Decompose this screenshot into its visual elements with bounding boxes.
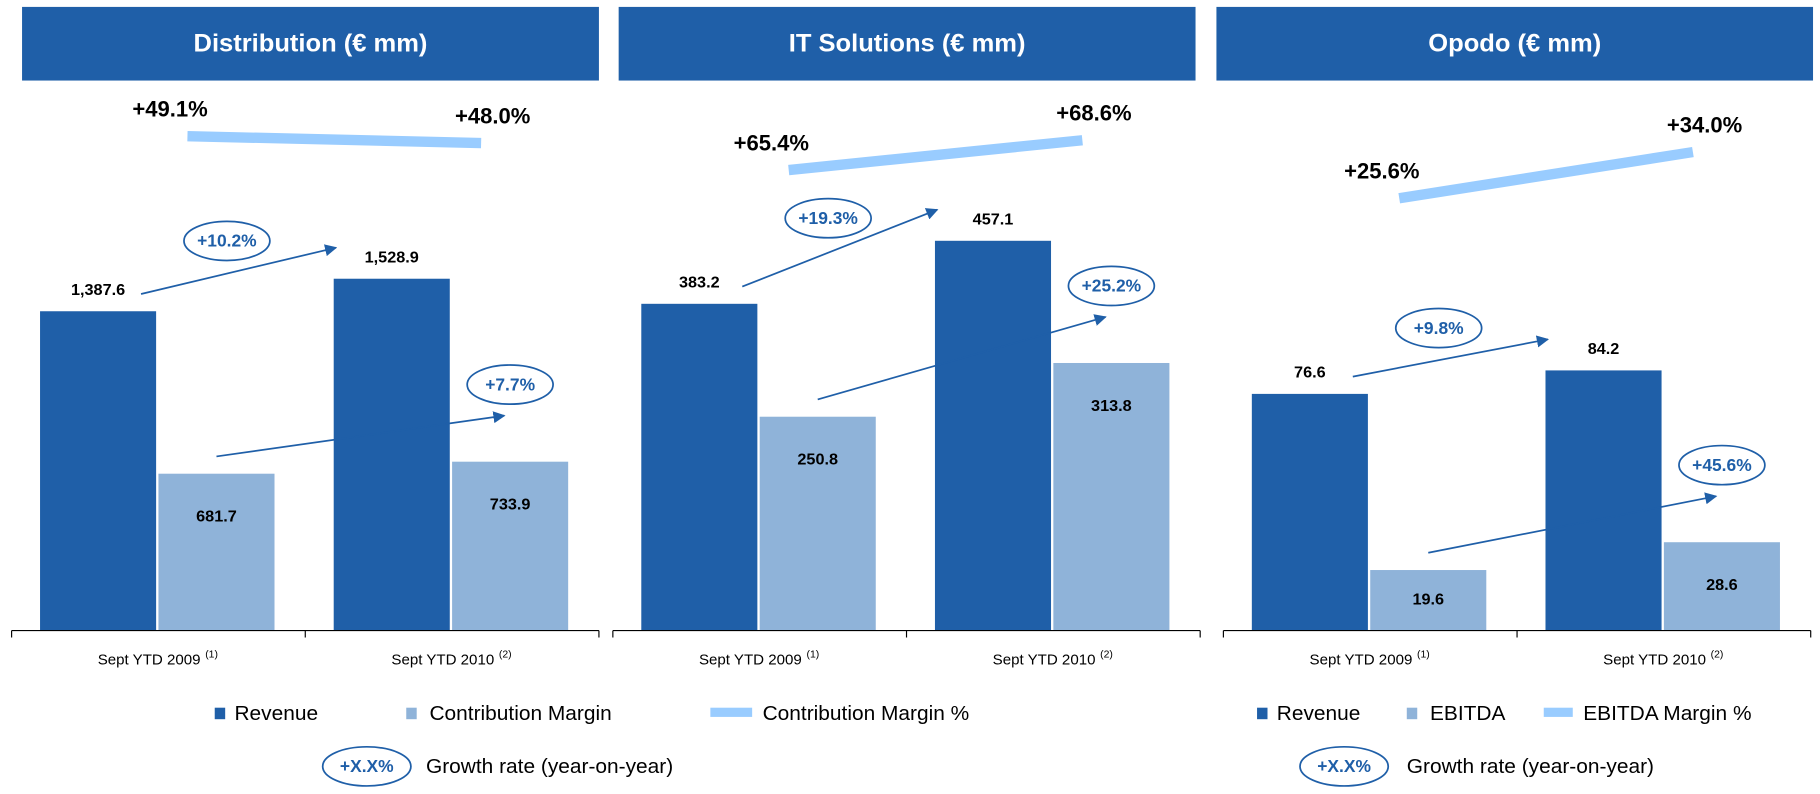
growth-label: +9.8%: [1414, 318, 1464, 338]
growth-arrow: [817, 314, 1107, 401]
growth-label: +19.3%: [798, 208, 858, 228]
growth-key-badge: [321, 745, 412, 787]
margin-line: [1398, 146, 1694, 204]
x-tick-label: Sept YTD 2009: [699, 652, 802, 669]
bar: [1663, 542, 1780, 631]
panel-title: IT Solutions (€ mm): [789, 30, 1026, 58]
value-label: 1,387.6: [71, 281, 125, 299]
legend-swatch: [1257, 707, 1268, 720]
x-tick-note: (1): [806, 650, 819, 661]
growth-key-symbol: +X.X%: [340, 756, 394, 776]
legend-swatch: [710, 707, 753, 717]
growth-badge: [1067, 265, 1156, 307]
growth-arrow: [741, 208, 939, 288]
x-tick-label: Sept YTD 2009: [1310, 652, 1413, 669]
bar: [641, 303, 758, 631]
bar: [1251, 393, 1368, 631]
x-tick-label: Sept YTD 2009: [98, 652, 201, 669]
growth-key-badge: [1299, 745, 1390, 787]
legend-swatch: [214, 707, 226, 720]
value-label: 84.2: [1588, 340, 1620, 358]
legend-label: Contribution Margin: [429, 702, 611, 725]
margin-label: +34.0%: [1667, 113, 1742, 138]
legend-label: Revenue: [234, 702, 318, 725]
legend-swatch: [1406, 707, 1418, 720]
growth-badge: [183, 220, 271, 262]
bar: [40, 311, 157, 631]
growth-arrow: [1428, 492, 1718, 554]
bar: [759, 416, 876, 631]
margin-label: +25.6%: [1344, 159, 1419, 184]
margin-label: +49.1%: [132, 97, 207, 122]
x-tick-note: (1): [1417, 650, 1430, 661]
value-label: 28.6: [1706, 576, 1738, 594]
bar: [934, 240, 1052, 631]
margin-label: +48.0%: [455, 104, 530, 129]
bar: [158, 473, 275, 631]
x-tick-note: (2): [1711, 650, 1724, 661]
value-label: 250.8: [797, 451, 838, 469]
panel-header: [618, 6, 1196, 81]
growth-badge: [1678, 444, 1766, 486]
value-label: 681.7: [196, 508, 237, 526]
x-tick-note: (2): [499, 650, 512, 661]
growth-label: +25.2%: [1082, 276, 1142, 296]
panel-header: [22, 6, 599, 81]
panel-title: Distribution (€ mm): [194, 30, 428, 58]
legend-label: Revenue: [1277, 702, 1361, 725]
margin-label: +65.4%: [734, 131, 809, 156]
growth-label: +7.7%: [485, 374, 535, 394]
bar: [1545, 370, 1662, 631]
growth-arrow: [216, 411, 506, 458]
margin-line: [187, 131, 482, 149]
growth-key-text: Growth rate (year-on-year): [1407, 755, 1654, 778]
panel-header: [1216, 6, 1814, 81]
value-label: 76.6: [1294, 364, 1326, 382]
margin-label: +68.6%: [1056, 101, 1131, 126]
growth-label: +10.2%: [197, 231, 257, 251]
bar: [452, 461, 569, 631]
x-tick-note: (2): [1100, 650, 1113, 661]
legend-label: EBITDA Margin %: [1583, 702, 1751, 725]
bar: [1053, 362, 1170, 631]
growth-key-symbol: +X.X%: [1317, 756, 1371, 776]
growth-badge: [784, 197, 872, 239]
value-label: 19.6: [1412, 591, 1444, 609]
value-label: 1,528.9: [365, 248, 419, 266]
growth-key-text: Growth rate (year-on-year): [426, 755, 673, 778]
x-tick-label: Sept YTD 2010: [1603, 652, 1706, 669]
panel-title: Opodo (€ mm): [1428, 30, 1601, 58]
margin-line: [788, 135, 1083, 176]
legend-swatch: [406, 707, 417, 720]
bar: [333, 278, 450, 631]
value-label: 383.2: [679, 273, 720, 291]
growth-arrow: [140, 244, 338, 295]
value-label: 733.9: [490, 496, 531, 514]
growth-badge: [1394, 307, 1483, 349]
x-tick-label: Sept YTD 2010: [993, 652, 1096, 669]
growth-label: +45.6%: [1692, 455, 1752, 475]
x-tick-label: Sept YTD 2010: [391, 652, 494, 669]
growth-badge: [466, 364, 554, 406]
legend-label: Contribution Margin %: [763, 702, 970, 725]
legend-label: EBITDA: [1430, 702, 1506, 725]
value-label: 457.1: [973, 210, 1014, 228]
value-label: 313.8: [1091, 397, 1132, 415]
legend-swatch: [1543, 707, 1573, 717]
bar: [1370, 570, 1487, 631]
growth-arrow: [1352, 335, 1550, 378]
x-tick-note: (1): [205, 650, 218, 661]
